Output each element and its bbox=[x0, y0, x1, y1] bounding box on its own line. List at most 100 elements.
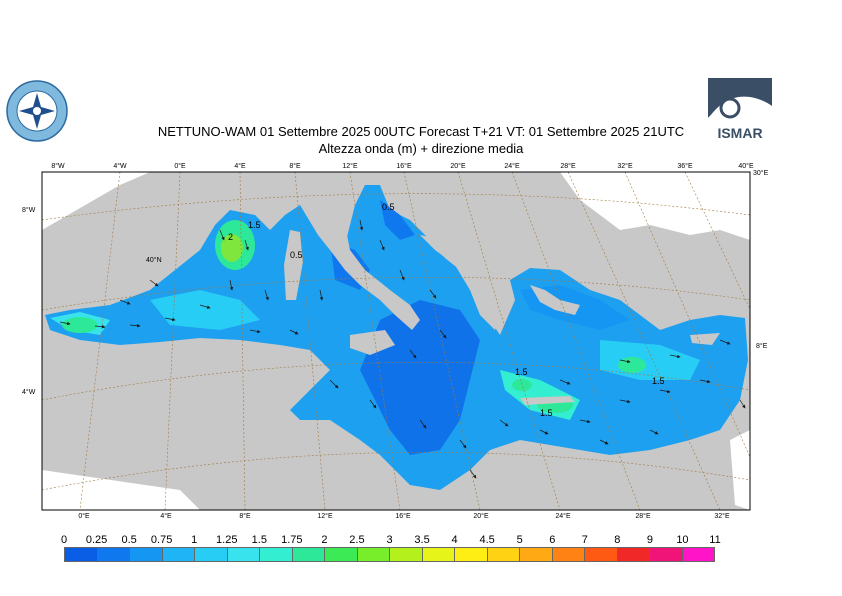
legend-labels: 0 0.25 0.5 0.75 1 1.25 1.5 1.75 2 2.5 3 3.5 4 4.5 5 6 7 8… bbox=[0, 534, 842, 546]
svg-text:8°E: 8°E bbox=[756, 342, 768, 350]
contour-label: 1.5 bbox=[652, 376, 665, 386]
legend-color-cell bbox=[162, 548, 195, 561]
legend-color-cell bbox=[390, 548, 423, 561]
legend-label: 3.5 bbox=[414, 534, 430, 546]
crete bbox=[520, 396, 575, 405]
svg-text:24°E: 24°E bbox=[555, 512, 571, 520]
legend-color-cell bbox=[260, 548, 293, 561]
legend-color-cell bbox=[552, 548, 585, 561]
svg-text:28°E: 28°E bbox=[635, 512, 651, 520]
legend-color-cell bbox=[422, 548, 455, 561]
svg-text:30°E: 30°E bbox=[753, 169, 769, 177]
svg-text:40°N: 40°N bbox=[146, 256, 162, 264]
svg-text:0°E: 0°E bbox=[174, 162, 186, 170]
graticule bbox=[42, 172, 750, 510]
svg-text:8°W: 8°W bbox=[22, 206, 36, 214]
svg-text:32°E: 32°E bbox=[617, 162, 633, 170]
legend-label: 0.25 bbox=[85, 534, 108, 546]
svg-text:12°E: 12°E bbox=[317, 512, 333, 520]
svg-text:32°E: 32°E bbox=[714, 512, 730, 520]
color-scale-legend bbox=[64, 547, 715, 562]
legend-label: 0.5 bbox=[121, 534, 137, 546]
svg-text:8°E: 8°E bbox=[289, 162, 301, 170]
legend-color-cell bbox=[97, 548, 130, 561]
contour-label: 2 bbox=[228, 232, 233, 242]
svg-text:ISMAR: ISMAR bbox=[717, 125, 762, 141]
legend-label: 1 bbox=[191, 534, 198, 546]
cyprus bbox=[690, 333, 720, 345]
legend-color-cell bbox=[487, 548, 520, 561]
high-wave-patch-levant bbox=[618, 357, 646, 373]
svg-text:4°W: 4°W bbox=[113, 162, 127, 170]
left-latitude-ticks: 8°W 40°N 4°W bbox=[22, 206, 162, 396]
legend-color-cell bbox=[650, 548, 683, 561]
legend-label: 2 bbox=[321, 534, 328, 546]
wave-direction-arrows bbox=[59, 219, 746, 479]
svg-text:4°E: 4°E bbox=[160, 512, 172, 520]
svg-text:12°E: 12°E bbox=[342, 162, 358, 170]
legend-label: 5 bbox=[516, 534, 523, 546]
balkans-greece bbox=[420, 235, 510, 330]
aeronautica-meteo-logo bbox=[6, 80, 68, 142]
legend-label: 1.5 bbox=[251, 534, 267, 546]
svg-text:16°E: 16°E bbox=[395, 512, 411, 520]
svg-text:20°E: 20°E bbox=[473, 512, 489, 520]
legend-label: 6 bbox=[549, 534, 556, 546]
white-northeast bbox=[560, 172, 750, 240]
legend-label: 2.5 bbox=[349, 534, 365, 546]
map-frame bbox=[41, 171, 751, 511]
legend-label: 9 bbox=[646, 534, 653, 546]
legend-label: 3 bbox=[386, 534, 393, 546]
right-latitude-ticks: 30°E 8°E bbox=[753, 169, 769, 350]
svg-text:0°E: 0°E bbox=[78, 512, 90, 520]
legend-label: 4 bbox=[451, 534, 458, 546]
legend-label: 7 bbox=[581, 534, 588, 546]
top-longitude-ticks: 8°W 4°W 0°E 4°E 8°E 12°E 16°E 20°E 24°E … bbox=[51, 162, 754, 170]
legend-color-cell bbox=[195, 548, 228, 561]
contour-label: 0.5 bbox=[290, 250, 303, 260]
svg-text:28°E: 28°E bbox=[560, 162, 576, 170]
legend-color-cell bbox=[617, 548, 650, 561]
legend-label: 11 bbox=[709, 534, 721, 546]
italy-land bbox=[300, 205, 420, 330]
contour-label: 0.5 bbox=[382, 202, 395, 212]
chart-subtitle: Altezza onda (m) + direzione media bbox=[318, 141, 524, 156]
legend-color-cell bbox=[292, 548, 325, 561]
legend-color-cell bbox=[325, 548, 358, 561]
svg-text:16°E: 16°E bbox=[396, 162, 412, 170]
legend-color-cell bbox=[585, 548, 618, 561]
svg-text:24°E: 24°E bbox=[504, 162, 520, 170]
chart-title: NETTUNO-WAM 01 Settembre 2025 00UTC Fore… bbox=[157, 124, 685, 139]
aegean-islands bbox=[530, 285, 580, 315]
high-wave-patch-alboran bbox=[62, 317, 98, 333]
svg-text:8°E: 8°E bbox=[239, 512, 251, 520]
svg-text:40°E: 40°E bbox=[738, 162, 754, 170]
ismar-logo: ISMAR bbox=[708, 78, 772, 142]
legend-label: 0.75 bbox=[150, 534, 173, 546]
svg-text:8°W: 8°W bbox=[51, 162, 65, 170]
legend-label: 8 bbox=[614, 534, 621, 546]
legend-color-cell bbox=[682, 548, 714, 561]
contour-label: 1.5 bbox=[540, 408, 553, 418]
wave-height-map: 1.5 2 0.5 0.5 1.5 1.5 1.5 8°W 4°W 0°E 4°… bbox=[22, 162, 769, 520]
legend-label: 1.75 bbox=[281, 534, 303, 546]
legend-label: 10 bbox=[676, 534, 689, 546]
svg-text:4°W: 4°W bbox=[22, 388, 36, 396]
svg-text:36°E: 36°E bbox=[677, 162, 693, 170]
legend-label: 0 bbox=[60, 534, 68, 546]
legend-color-cell bbox=[65, 548, 98, 561]
corsica-sardinia bbox=[284, 230, 303, 300]
legend-color-cell bbox=[455, 548, 488, 561]
legend-color-cell bbox=[227, 548, 260, 561]
contour-label: 1.5 bbox=[248, 220, 261, 230]
contour-label: 1.5 bbox=[515, 367, 528, 377]
legend-color-cell bbox=[520, 548, 553, 561]
bottom-longitude-ticks: 0°E 4°E 8°E 12°E 16°E 20°E 24°E 28°E 32°… bbox=[78, 512, 730, 520]
legend-label: 1.25 bbox=[216, 534, 238, 546]
legend-color-cell bbox=[357, 548, 390, 561]
svg-text:20°E: 20°E bbox=[450, 162, 466, 170]
legend-color-cell bbox=[130, 548, 163, 561]
sicily bbox=[350, 330, 395, 355]
legend-label: 4.5 bbox=[479, 534, 495, 546]
svg-text:4°E: 4°E bbox=[234, 162, 246, 170]
